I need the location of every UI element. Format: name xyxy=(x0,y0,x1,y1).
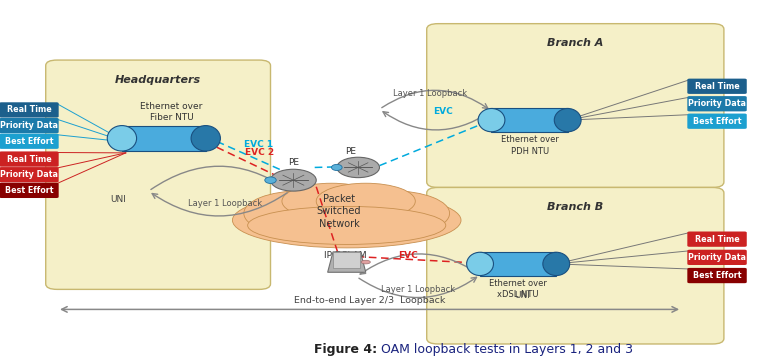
Text: Best Effort: Best Effort xyxy=(5,137,53,146)
FancyBboxPatch shape xyxy=(687,268,747,283)
Text: Priority Data: Priority Data xyxy=(0,121,58,130)
FancyBboxPatch shape xyxy=(687,96,747,111)
Text: Real Time: Real Time xyxy=(7,155,51,163)
FancyBboxPatch shape xyxy=(687,79,747,94)
Text: Figure 4:: Figure 4: xyxy=(313,343,381,356)
Text: Layer 1 Loopback: Layer 1 Loopback xyxy=(393,89,468,98)
FancyBboxPatch shape xyxy=(0,102,59,118)
Text: Priority Data: Priority Data xyxy=(688,99,746,108)
Text: End-to-end Layer 2/3  Loopback: End-to-end Layer 2/3 Loopback xyxy=(294,296,445,305)
Text: Real Time: Real Time xyxy=(695,82,739,91)
Text: Packet
Switched
Network: Packet Switched Network xyxy=(317,194,361,229)
Ellipse shape xyxy=(265,177,276,183)
Text: IP DSLAM: IP DSLAM xyxy=(324,251,367,260)
Ellipse shape xyxy=(282,183,381,219)
Ellipse shape xyxy=(543,252,570,276)
FancyBboxPatch shape xyxy=(0,167,59,182)
Ellipse shape xyxy=(466,252,494,276)
FancyBboxPatch shape xyxy=(687,250,747,265)
Text: Branch A: Branch A xyxy=(547,38,604,48)
Text: PE: PE xyxy=(345,147,356,156)
Text: Best Effort: Best Effort xyxy=(5,186,53,195)
FancyBboxPatch shape xyxy=(427,24,724,187)
Text: Branch B: Branch B xyxy=(547,202,604,212)
Text: Priority Data: Priority Data xyxy=(0,170,58,179)
Text: UNI: UNI xyxy=(514,291,530,300)
Ellipse shape xyxy=(191,126,220,151)
Text: Real Time: Real Time xyxy=(695,235,739,244)
Text: Real Time: Real Time xyxy=(7,106,51,114)
Ellipse shape xyxy=(361,260,370,264)
Text: EVC: EVC xyxy=(398,251,418,260)
Text: Best Effort: Best Effort xyxy=(693,271,741,280)
Ellipse shape xyxy=(331,165,342,170)
Bar xyxy=(491,108,568,132)
Ellipse shape xyxy=(248,206,446,245)
Circle shape xyxy=(337,157,379,178)
Text: Best Effort: Best Effort xyxy=(693,117,741,126)
Text: OAM loopback tests in Layers 1, 2 and 3: OAM loopback tests in Layers 1, 2 and 3 xyxy=(381,343,633,356)
Text: Ethernet over
xDSL NTU: Ethernet over xDSL NTU xyxy=(489,279,547,299)
Text: EVC: EVC xyxy=(433,107,453,116)
FancyBboxPatch shape xyxy=(427,187,724,344)
Bar xyxy=(480,252,556,276)
Ellipse shape xyxy=(335,191,450,236)
Text: Layer 1 Loopback: Layer 1 Loopback xyxy=(187,199,262,208)
Ellipse shape xyxy=(554,108,581,132)
Text: Layer 1 Loopback: Layer 1 Loopback xyxy=(380,285,455,294)
Text: Ethernet over
PDH NTU: Ethernet over PDH NTU xyxy=(501,135,559,155)
Ellipse shape xyxy=(244,191,358,236)
Bar xyxy=(333,252,360,268)
Text: PE: PE xyxy=(288,158,299,167)
FancyBboxPatch shape xyxy=(0,183,59,198)
Ellipse shape xyxy=(478,108,505,132)
Text: UNI: UNI xyxy=(110,195,126,204)
Ellipse shape xyxy=(316,183,415,219)
FancyBboxPatch shape xyxy=(46,60,271,289)
FancyBboxPatch shape xyxy=(0,118,59,133)
Text: Ethernet over
Fiber NTU: Ethernet over Fiber NTU xyxy=(140,102,203,122)
Ellipse shape xyxy=(107,126,136,151)
FancyBboxPatch shape xyxy=(687,114,747,129)
Text: EVC 1: EVC 1 xyxy=(244,140,273,149)
FancyBboxPatch shape xyxy=(0,151,59,167)
Bar xyxy=(122,126,206,151)
Text: Headquarters: Headquarters xyxy=(115,75,201,84)
FancyBboxPatch shape xyxy=(0,134,59,149)
Text: EVC 2: EVC 2 xyxy=(245,148,274,157)
Ellipse shape xyxy=(232,193,461,248)
Text: Priority Data: Priority Data xyxy=(688,253,746,262)
FancyBboxPatch shape xyxy=(687,232,747,247)
Polygon shape xyxy=(328,252,366,272)
Circle shape xyxy=(271,169,316,191)
